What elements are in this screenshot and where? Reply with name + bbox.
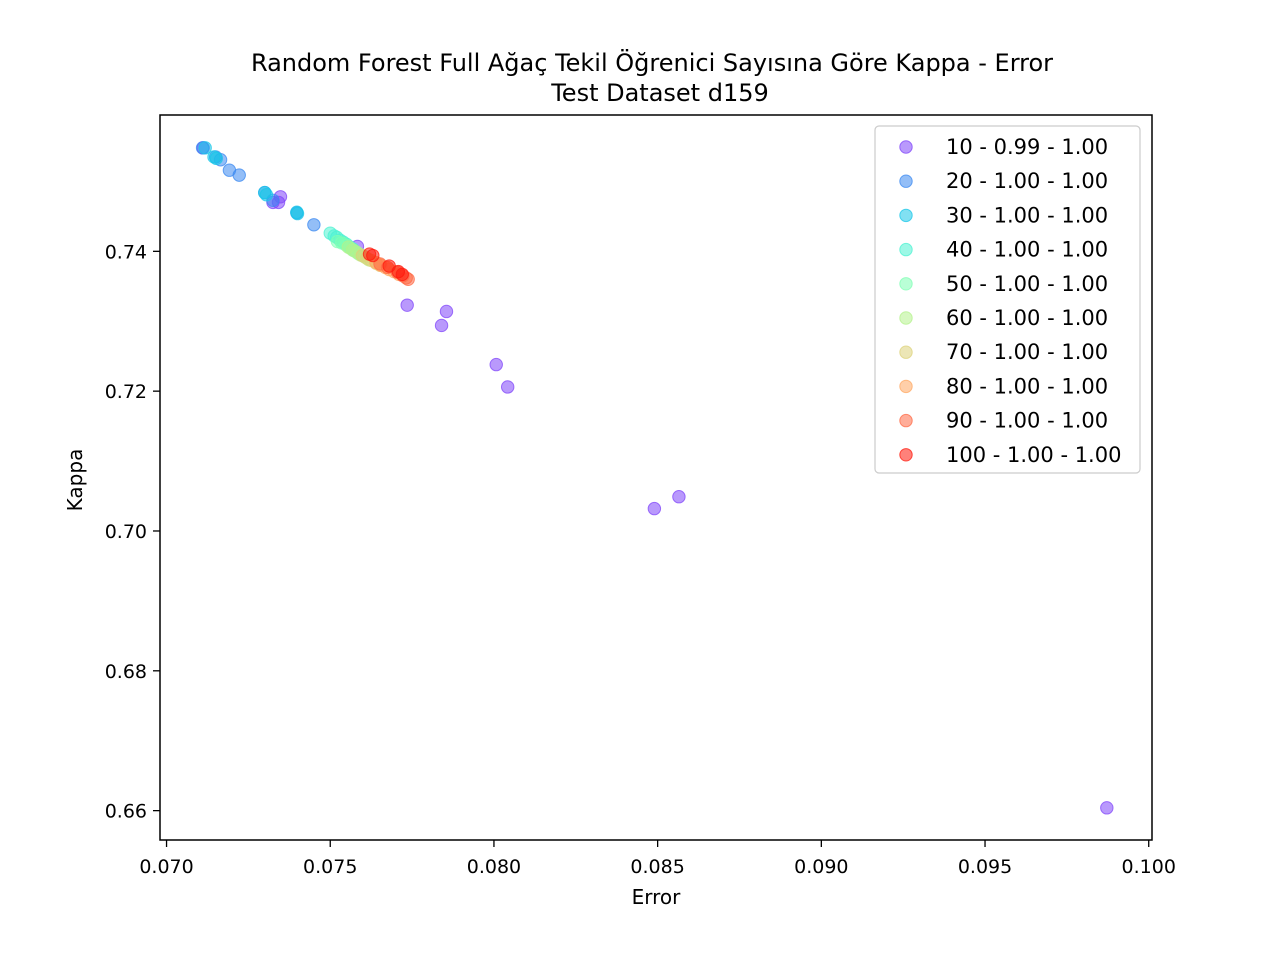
legend-marker (899, 208, 913, 223)
x-tick-label: 0.095 (958, 856, 1012, 878)
data-point-series-2 (209, 151, 224, 166)
data-point-series-0 (500, 380, 515, 394)
legend-label: 20 - 1.00 - 1.00 (946, 169, 1108, 193)
y-tick-label: 0.74 (105, 241, 147, 263)
y-axis-label: Kappa (63, 449, 87, 512)
legend-marker (899, 277, 913, 291)
x-tick-label: 0.090 (794, 856, 848, 878)
x-tick-label: 0.100 (1122, 856, 1176, 878)
legend-box (874, 125, 1141, 474)
legend-marker (899, 379, 913, 394)
data-point-series-0 (400, 298, 414, 312)
data-point-series-0 (489, 357, 503, 372)
data-point-series-1 (232, 168, 246, 182)
data-point-series-2 (290, 206, 305, 221)
legend-label: 30 - 1.00 - 1.00 (946, 203, 1108, 227)
legend-marker (899, 448, 913, 462)
x-axis: 0.070 0.075 0.080 0.085 0.090 0.095 0.100 (139, 840, 1176, 878)
legend-marker (899, 345, 913, 359)
legend-label: 50 - 1.00 - 1.00 (946, 272, 1108, 296)
legend-label: 10 - 0.99 - 1.00 (946, 135, 1108, 159)
data-point-series-0 (647, 501, 662, 516)
y-tick-label: 0.72 (105, 381, 147, 403)
y-tick-label: 0.66 (105, 801, 147, 823)
data-point-series-2 (198, 141, 212, 155)
legend-label: 100 - 1.00 - 1.00 (946, 443, 1121, 467)
legend-marker (899, 413, 913, 428)
legend-label: 90 - 1.00 - 1.00 (946, 409, 1108, 433)
legend: 10 - 0.99 - 1.00 20 - 1.00 - 1.00 30 - 1.0… (874, 125, 1141, 474)
chart-title: Random Forest Full Ağaç Tekil Öğrenici S… (251, 48, 1053, 77)
data-point-series-0 (439, 304, 454, 319)
legend-marker (899, 242, 913, 257)
legend-marker (899, 140, 913, 154)
legend-label: 40 - 1.00 - 1.00 (946, 238, 1108, 262)
data-point-series-0 (1100, 801, 1114, 815)
x-tick-label: 0.070 (139, 856, 193, 878)
y-tick-label: 0.70 (105, 521, 147, 543)
chart-subtitle: Test Dataset d159 (550, 79, 769, 107)
data-point-series-0 (434, 318, 449, 333)
legend-marker (899, 174, 913, 188)
data-point-series-1 (307, 218, 321, 232)
y-axis: 0.66 0.68 0.70 0.72 0.74 (105, 241, 160, 823)
x-tick-label: 0.085 (630, 856, 684, 878)
legend-label: 70 - 1.00 - 1.00 (946, 340, 1108, 364)
x-tick-label: 0.080 (467, 856, 521, 878)
data-point-series-2 (259, 188, 274, 202)
data-point-series-9 (395, 267, 409, 282)
data-points (195, 141, 1114, 815)
data-point-series-0 (672, 490, 686, 504)
legend-marker (899, 311, 913, 325)
legend-label: 80 - 1.00 - 1.00 (946, 374, 1108, 398)
x-axis-label: Error (632, 885, 682, 909)
plot-area-frame (159, 114, 1153, 841)
legend-label: 60 - 1.00 - 1.00 (946, 306, 1108, 330)
data-point-series-9 (366, 248, 380, 263)
y-tick-label: 0.68 (105, 661, 147, 683)
x-tick-label: 0.075 (303, 856, 357, 878)
